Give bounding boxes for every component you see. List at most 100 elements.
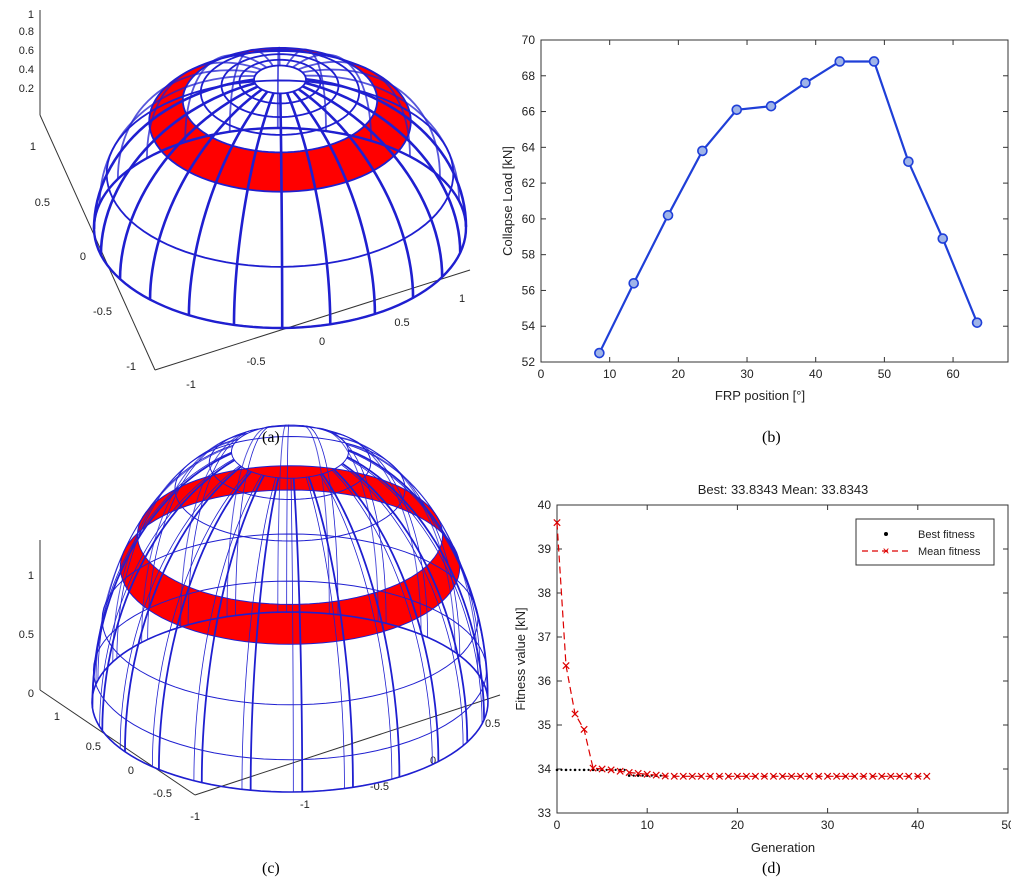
y-tick-label: 60 xyxy=(522,212,536,226)
mean-fitness-marker xyxy=(914,772,922,780)
y-tick-label: 58 xyxy=(522,248,536,262)
y-tick-label: 40 xyxy=(538,498,552,512)
best-fitness-point xyxy=(636,774,640,777)
best-fitness-point xyxy=(641,774,644,777)
best-fitness-point xyxy=(614,768,617,771)
best-fitness-point xyxy=(560,768,563,771)
mean-fitness-marker xyxy=(733,772,742,780)
mesh-meridian xyxy=(148,88,263,300)
caption-d: (d) xyxy=(762,860,781,877)
y-tick-label: 70 xyxy=(522,33,536,47)
data-point xyxy=(800,77,811,89)
mean-fitness-marker xyxy=(923,772,931,780)
mean-fitness-marker xyxy=(634,769,642,778)
axis-ticks-d: 0 10 20 30 40 50 33 34 35 36 37 38 39 40 xyxy=(538,498,1011,832)
z-tick-label: 1 xyxy=(28,570,34,582)
panel-c-axes xyxy=(39,540,501,796)
dome-wireframe-c xyxy=(91,424,489,793)
panel-a-left-tick-labels: 1 0.5 0 -0.5 -1 xyxy=(30,141,136,373)
mesh-meridian xyxy=(297,60,411,157)
mean-fitness-marker xyxy=(598,765,606,773)
mesh-meridian xyxy=(232,92,275,325)
y-tick-label: 35 xyxy=(538,718,552,732)
mean-fitness-marker xyxy=(887,772,895,780)
mesh-rib xyxy=(147,432,249,640)
frp-band xyxy=(120,465,460,645)
mesh-meridian xyxy=(297,88,415,298)
x-axis-label-d: Generation xyxy=(751,840,815,855)
series-line xyxy=(598,60,979,354)
mean-fitness-marker xyxy=(553,518,561,527)
panel-a-dome-plot: 1 0.8 0.6 0.4 0.2 1 0.5 0 -0.5 -1 -1 -0.… xyxy=(19,9,471,391)
mesh-rib xyxy=(97,444,234,681)
mesh-rib xyxy=(319,474,393,780)
frp-band xyxy=(149,47,411,192)
y-tick-label: 64 xyxy=(522,140,536,154)
y-axis-label-b: Collapse Load [kN] xyxy=(500,146,515,256)
mesh-rib xyxy=(304,425,339,615)
mesh-meridian xyxy=(292,478,304,792)
data-point xyxy=(594,347,605,359)
x-tick-label: 10 xyxy=(603,367,617,381)
z-tick-label: 0 xyxy=(28,688,34,700)
mean-fitness-marker xyxy=(661,772,669,780)
mean-fitness-marker xyxy=(715,772,723,780)
mesh-meridian xyxy=(187,90,269,316)
mesh-rib xyxy=(193,474,262,781)
mean-fitness-marker xyxy=(860,772,868,780)
mesh-meridian xyxy=(118,85,259,280)
z-tick-label: 0.2 xyxy=(19,83,34,95)
mesh-meridian xyxy=(92,78,255,230)
mean-fitness-marker xyxy=(896,772,904,780)
x-tick-label: -1 xyxy=(300,799,310,811)
mesh-meridian xyxy=(116,69,258,180)
mean-fitness-marker xyxy=(724,772,733,780)
y-tick-label: 36 xyxy=(538,674,552,688)
mesh-ring xyxy=(253,64,307,95)
data-point xyxy=(834,56,846,67)
mean-fitness-marker xyxy=(769,772,778,780)
caption-b: (b) xyxy=(762,429,781,446)
legend-best-marker xyxy=(884,532,888,536)
mesh-rib xyxy=(318,428,387,624)
mesh-meridian xyxy=(124,465,242,752)
best-fitness-point xyxy=(555,768,559,772)
mean-fitness-marker xyxy=(905,772,913,780)
mean-fitness-marker xyxy=(688,772,696,780)
mean-fitness-marker xyxy=(562,661,570,670)
x-tick-label: -1 xyxy=(186,379,196,391)
mean-fitness-marker xyxy=(796,772,805,780)
panel-a-axes xyxy=(39,10,471,371)
mean-fitness-marker xyxy=(679,772,687,780)
mean-fitness-marker xyxy=(697,772,705,780)
x-tick-label: 0.5 xyxy=(394,317,409,329)
mesh-meridian xyxy=(277,424,287,613)
mesh-rib xyxy=(116,438,239,659)
mean-fitness-marker xyxy=(652,771,660,779)
x-tick-label: 0.5 xyxy=(485,718,500,730)
mean-fitness-marker xyxy=(760,772,769,780)
mesh-meridian xyxy=(99,81,256,256)
x-tick-label: 1 xyxy=(459,293,465,305)
x-tick-label: 30 xyxy=(740,367,754,381)
x-tick-label: 10 xyxy=(641,818,655,832)
mesh-meridian xyxy=(249,477,280,791)
data-point xyxy=(697,145,708,157)
caption-a: (a) xyxy=(262,429,280,446)
x-tick-label: 20 xyxy=(672,367,686,381)
mean-fitness-marker xyxy=(814,772,823,780)
best-fitness-point xyxy=(659,774,662,777)
x-tick-label: 0 xyxy=(430,755,436,767)
mesh-rib xyxy=(187,428,260,625)
y-tick-label: 66 xyxy=(522,105,536,119)
plot-area-b xyxy=(540,39,1009,363)
best-fitness-point xyxy=(623,768,626,771)
y-tick-label: 0 xyxy=(80,251,86,263)
mean-fitness-marker xyxy=(616,767,624,775)
mean-fitness-marker xyxy=(787,772,796,780)
x-tick-label: 0 xyxy=(319,336,325,348)
best-fitness-point xyxy=(627,774,631,777)
dome-rim xyxy=(92,126,468,330)
mesh-meridian xyxy=(301,425,330,614)
mesh-meridian xyxy=(276,46,281,129)
